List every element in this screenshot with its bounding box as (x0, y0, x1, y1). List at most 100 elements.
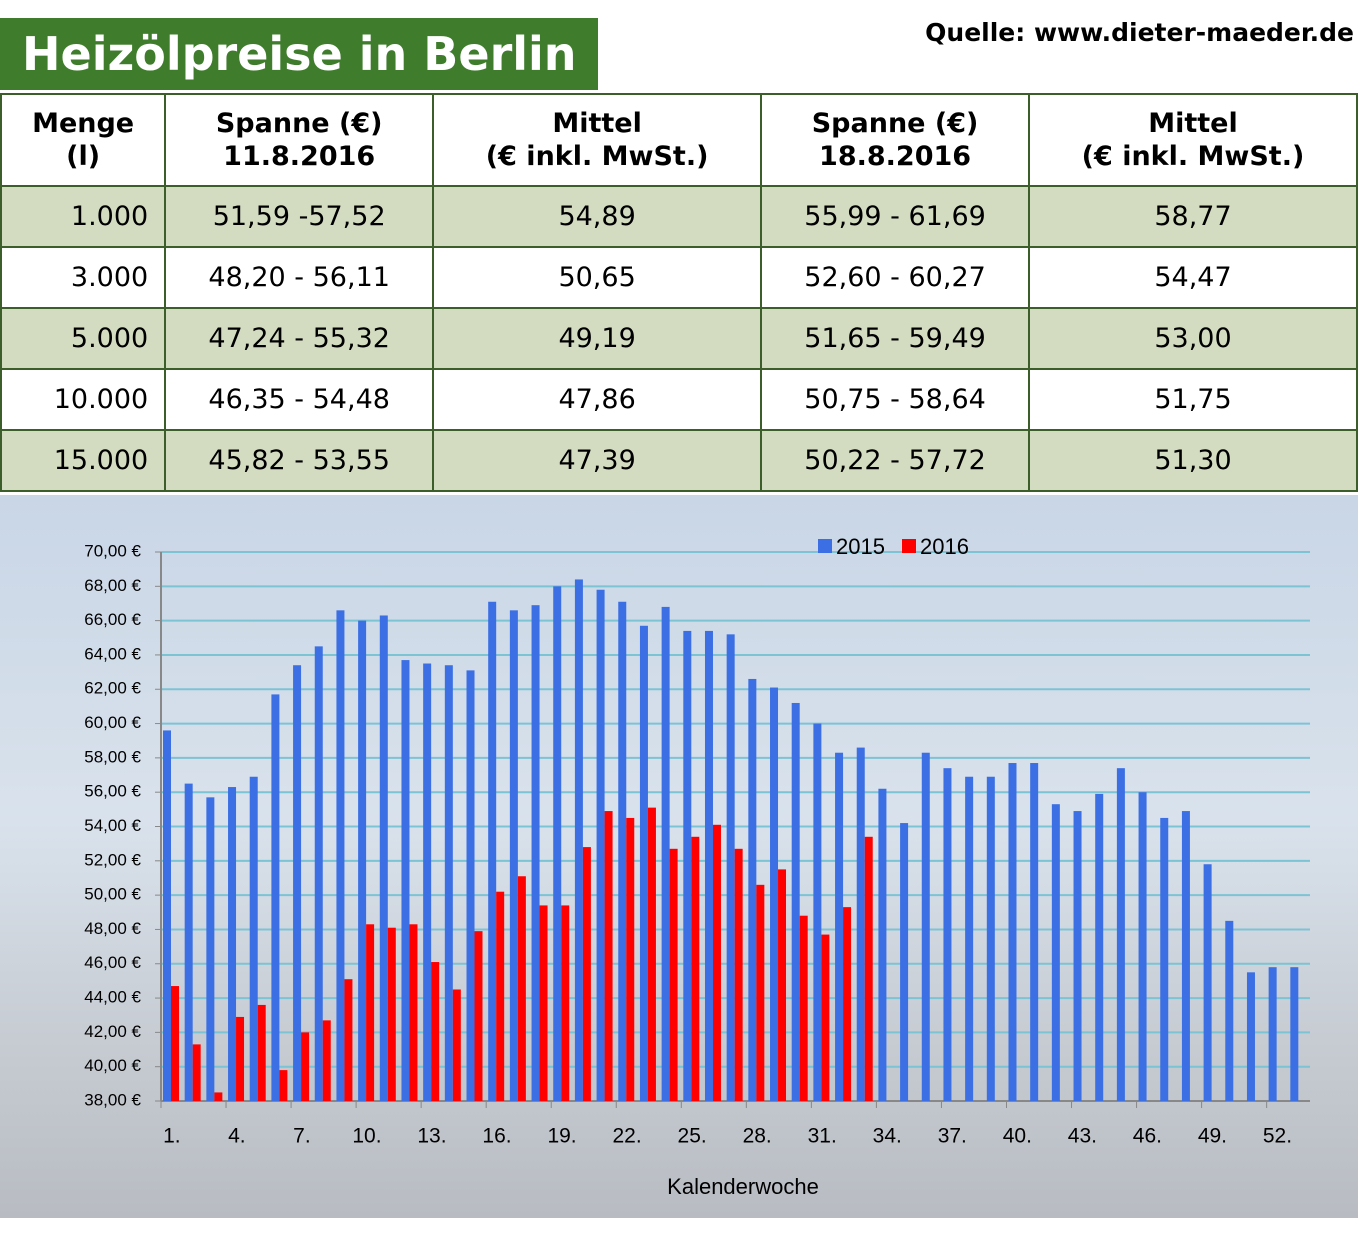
bar (900, 823, 909, 1101)
bar (1073, 811, 1082, 1101)
table-cell: 50,75 - 58,64 (760, 368, 1030, 431)
bar (257, 1004, 266, 1101)
bar (604, 811, 613, 1101)
bar (1116, 768, 1125, 1101)
bar (1290, 967, 1299, 1101)
header-line: (€ inkl. MwSt.) (485, 141, 709, 172)
bar (799, 915, 808, 1101)
bar (791, 702, 800, 1101)
price-table: Menge (l) Spanne (€) 11.8.2016 Mittel (€ inkl… (0, 93, 1358, 492)
x-tick-label: 52. (1263, 1125, 1292, 1148)
y-tick-label: 46,00 € (84, 953, 141, 972)
bar (466, 670, 475, 1101)
table-cell: 15.000 (0, 429, 167, 492)
table-cell: 53,00 (1028, 307, 1358, 370)
x-tick-label: 49. (1198, 1125, 1227, 1148)
bar (864, 836, 873, 1101)
table-cell: 51,75 (1028, 368, 1358, 431)
bar (344, 979, 353, 1101)
table-cell: 3.000 (0, 246, 167, 309)
table-cell: 54,89 (432, 185, 763, 248)
x-tick-label: 34. (873, 1125, 902, 1148)
bar (821, 934, 830, 1101)
header-line: Spanne (€) (215, 108, 383, 139)
bar (387, 927, 396, 1101)
bar (228, 787, 237, 1101)
table-cell: 5.000 (0, 307, 167, 370)
bar (921, 752, 930, 1101)
x-tick-label: 13. (417, 1125, 446, 1148)
header-line: Spanne (€) (811, 108, 979, 139)
x-tick-label: 46. (1133, 1125, 1162, 1148)
header-cell: Menge (l) (0, 93, 167, 187)
table-cell: 51,59 -57,52 (164, 185, 435, 248)
bar (444, 665, 453, 1101)
bar (1008, 763, 1017, 1101)
x-tick-label: 10. (352, 1125, 381, 1148)
table-row: 1.000 51,59 -57,52 54,89 55,99 - 61,69 58,77 (0, 185, 1358, 248)
table-cell: 55,99 - 61,69 (760, 185, 1030, 248)
header-line: Mittel (552, 108, 642, 139)
bar (214, 1092, 223, 1101)
table-cell: 51,65 - 59,49 (760, 307, 1030, 370)
bar (734, 848, 743, 1101)
bar (192, 1044, 201, 1101)
bar (401, 660, 410, 1101)
y-tick-label: 64,00 € (84, 644, 141, 663)
bar (1203, 864, 1212, 1101)
bar (336, 610, 345, 1101)
y-tick-label: 38,00 € (84, 1090, 141, 1109)
bar (236, 1016, 245, 1101)
bar (279, 1070, 288, 1101)
bar (1138, 792, 1147, 1101)
bar (474, 931, 483, 1101)
source: Quelle: www.dieter-maeder.de (925, 18, 1354, 47)
bar (1095, 793, 1104, 1101)
table-cell: 49,19 (432, 307, 763, 370)
table-cell: 10.000 (0, 368, 167, 431)
bar (770, 687, 779, 1101)
y-tick-label: 54,00 € (84, 816, 141, 835)
bar (409, 924, 418, 1101)
bar (943, 768, 952, 1101)
bar (748, 678, 757, 1101)
bar (756, 884, 765, 1101)
table-cell: 58,77 (1028, 185, 1358, 248)
y-tick-label: 68,00 € (84, 576, 141, 595)
bar (314, 646, 323, 1101)
bar (712, 824, 721, 1101)
x-tick-label: 25. (678, 1125, 707, 1148)
bar (1181, 811, 1190, 1101)
table-cell: 50,65 (432, 246, 763, 309)
x-tick-label: 40. (1003, 1125, 1032, 1148)
bar (626, 817, 635, 1101)
table-cell: 47,24 - 55,32 (164, 307, 435, 370)
bar (647, 807, 656, 1101)
y-tick-label: 70,00 € (84, 541, 141, 560)
bar (1225, 920, 1234, 1101)
x-tick-label: 1. (163, 1125, 181, 1148)
bar (1030, 763, 1039, 1101)
y-tick-label: 56,00 € (84, 782, 141, 801)
title: Heizölpreise in Berlin (0, 18, 598, 90)
y-tick-label: 52,00 € (84, 850, 141, 869)
legend-swatch (902, 539, 916, 553)
x-tick-label: 22. (613, 1125, 642, 1148)
bar (379, 615, 388, 1101)
bar (639, 625, 648, 1101)
bar (618, 601, 627, 1101)
bar (423, 663, 432, 1101)
bar (596, 589, 605, 1101)
table-cell: 47,86 (432, 368, 763, 431)
bar (661, 606, 670, 1101)
bar (539, 905, 548, 1101)
table-cell: 1.000 (0, 185, 167, 248)
bar (669, 848, 678, 1101)
chart-background (0, 495, 1358, 1218)
x-tick-label: 16. (482, 1125, 511, 1148)
legend-label: 2015 (836, 534, 885, 559)
table-cell: 46,35 - 54,48 (164, 368, 435, 431)
bar (582, 847, 591, 1101)
bar (986, 776, 995, 1101)
